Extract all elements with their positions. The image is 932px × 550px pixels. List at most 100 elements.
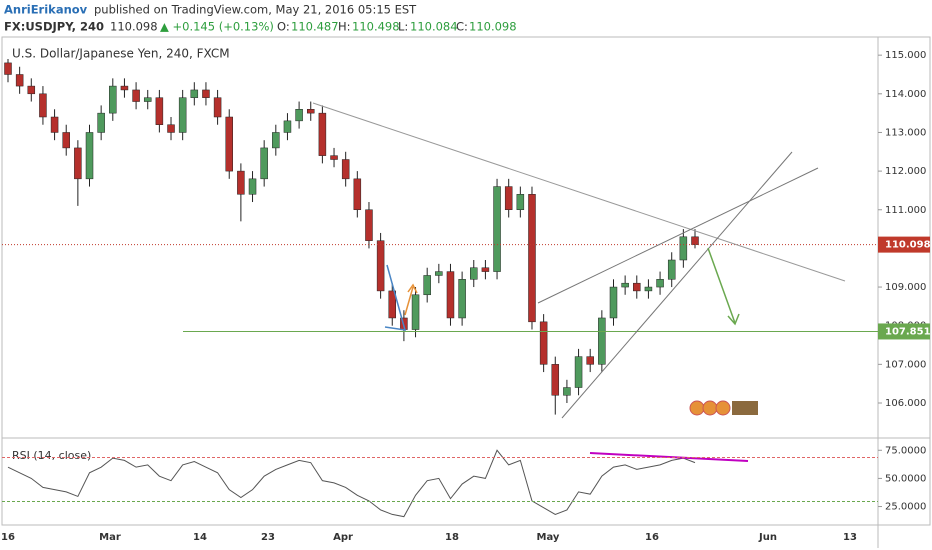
candle-body [318,112,327,156]
candle-body [260,147,268,180]
y-tick-label: 112.000 [885,166,926,177]
author[interactable]: AnriErikanov [4,3,88,17]
h-label: H: [338,20,351,34]
x-tick-label: 16 [645,532,659,543]
x-tick-label: 14 [193,532,207,543]
drawings [2,102,878,502]
frame [1,36,931,526]
candle-body [178,97,187,133]
x-tick-label: Mar [99,532,121,543]
candle-body [283,120,292,133]
candle-body [504,186,513,211]
candle-body [574,356,583,388]
candle-body [62,132,70,149]
change: ▲ +0.145 (+0.13%) [160,20,274,34]
candle-body [190,89,199,98]
candle-body [132,89,140,102]
candle-body [85,132,94,180]
candle-body [633,282,641,292]
candle-body [155,97,164,125]
last: 110.098 [110,20,158,34]
candle-body [237,170,245,195]
candle-body [50,116,59,133]
price-tag [878,236,930,253]
candle-body [120,85,129,91]
published: published on TradingView.com, May 21, 20… [94,3,417,17]
candle-body [74,147,82,180]
candle-body [39,93,47,118]
candle-body [109,85,117,114]
candle-body [97,112,105,133]
candle-body [458,279,466,319]
x-tick-label: Apr [333,532,353,543]
c-label: C: [456,20,468,34]
candle-body [644,286,653,292]
chart-title: U.S. Dollar/Japanese Yen, 240, FXCM [12,47,230,61]
x-tick-label: May [537,532,560,543]
x-tick-label: 23 [261,532,275,543]
y-tick-label: 109.000 [885,282,926,293]
rsi-title: RSI (14, close) [12,449,91,462]
y-tick-label: 114.000 [885,89,926,100]
low: 110.084 [410,20,458,34]
l-label: L: [398,20,408,34]
candle-body [143,97,152,102]
y-tick-label: 107.000 [885,359,926,370]
candle-body [656,279,664,288]
candle-body [609,286,618,319]
candle-body [435,271,443,276]
candle-body [202,89,210,98]
candle-body [213,97,222,118]
candle-body [295,109,303,122]
candle-body [691,236,699,245]
candle-body [423,275,431,296]
candle-body [598,317,606,365]
candle-body [621,282,629,288]
candle-body [4,62,12,75]
symbol: FX:USDJPY, 240 [4,20,104,34]
x-tick-label: 18 [445,532,459,543]
price-tag-label: 107.851 [885,326,931,337]
candle-body [341,159,350,180]
candle-body [586,356,594,365]
candle-body [679,236,688,261]
candle-body [551,364,560,396]
candle-body [563,387,571,396]
open: 110.487 [291,20,339,34]
candle-body [365,209,373,241]
candle-body [411,294,420,330]
candle-body [481,267,490,272]
y-tick-label: 115.000 [885,50,926,61]
y-tick-label: 106.000 [885,398,926,409]
high: 110.498 [352,20,400,34]
candle-body [15,74,24,87]
candle-body [528,194,536,323]
price-tag [878,323,930,340]
rsi-line [7,449,696,518]
rsi-tick-label: 25.0000 [885,502,926,513]
y-tick-label: 113.000 [885,127,926,138]
close: 110.098 [469,20,517,34]
y-tick-label: 111.000 [885,205,926,216]
rsi-tick-label: 50.0000 [885,473,926,484]
candle-body [376,240,385,292]
price-tag-label: 110.098 [885,240,931,251]
x-tick-label: Jun [758,532,777,543]
x-tick-label: 13 [843,532,857,543]
candle-body [330,155,338,160]
candle-body [470,267,478,280]
candle-body [248,178,257,195]
candle-body [167,124,175,133]
candle-body [516,194,525,211]
candle-body [493,186,501,272]
candle-body [388,290,397,319]
candle-body [306,109,315,114]
candle-body [272,132,280,149]
candle-body [667,259,676,280]
x-tick-label: 16 [1,532,15,543]
candle-body [27,85,36,95]
candle-body [446,271,455,319]
candle-body [225,116,233,172]
candle-body [539,321,548,365]
